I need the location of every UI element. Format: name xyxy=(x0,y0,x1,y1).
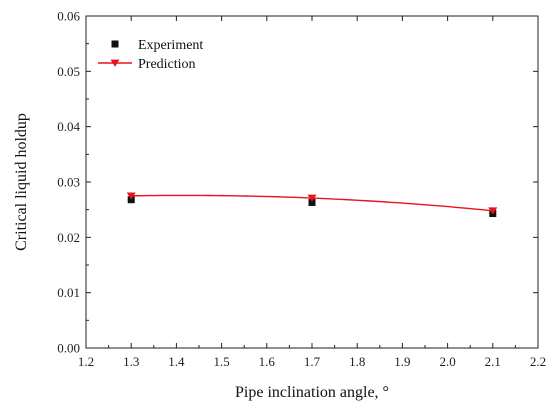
prediction-point xyxy=(126,192,136,200)
x-tick-label: 1.5 xyxy=(213,354,229,369)
x-tick-label: 1.4 xyxy=(168,354,185,369)
y-tick-label: 0.04 xyxy=(57,119,80,134)
x-tick-label: 1.9 xyxy=(394,354,410,369)
y-axis-ticks: 0.00 0.01 0.02 0.03 0.04 0.05 0.06 xyxy=(57,9,538,356)
y-tick-label: 0.05 xyxy=(57,64,80,79)
prediction-point xyxy=(307,194,317,202)
x-tick-label: 2.2 xyxy=(530,354,546,369)
legend-label: Prediction xyxy=(138,57,196,72)
y-tick-label: 0.00 xyxy=(57,341,80,356)
series-layer xyxy=(126,192,498,218)
legend: Experiment Prediction xyxy=(98,38,203,72)
series-prediction xyxy=(126,192,498,215)
prediction-point xyxy=(488,207,498,215)
experiment-point xyxy=(127,196,135,204)
y-tick-label: 0.02 xyxy=(57,230,80,245)
x-tick-label: 2.1 xyxy=(485,354,501,369)
x-axis-ticks: 1.2 1.3 1.4 1.5 1.6 1.7 1.8 1.9 2.0 2.1 2.2 xyxy=(78,16,546,369)
x-tick-label: 1.6 xyxy=(259,354,276,369)
y-tick-label: 0.03 xyxy=(57,175,80,190)
y-tick-label: 0.06 xyxy=(57,9,80,24)
x-tick-label: 1.8 xyxy=(349,354,365,369)
y-tick-label: 0.01 xyxy=(57,285,80,300)
x-tick-label: 1.7 xyxy=(304,354,321,369)
y-axis-title: Critical liquid holdup xyxy=(13,113,30,251)
x-tick-label: 1.2 xyxy=(78,354,94,369)
x-tick-label: 2.0 xyxy=(439,354,455,369)
legend-label: Experiment xyxy=(138,38,203,53)
experiment-point xyxy=(308,198,316,206)
x-axis-title: Pipe inclination angle, ° xyxy=(235,384,389,401)
legend-marker-experiment xyxy=(111,40,119,48)
x-tick-label: 1.3 xyxy=(123,354,139,369)
legend-marker-prediction xyxy=(110,59,120,67)
